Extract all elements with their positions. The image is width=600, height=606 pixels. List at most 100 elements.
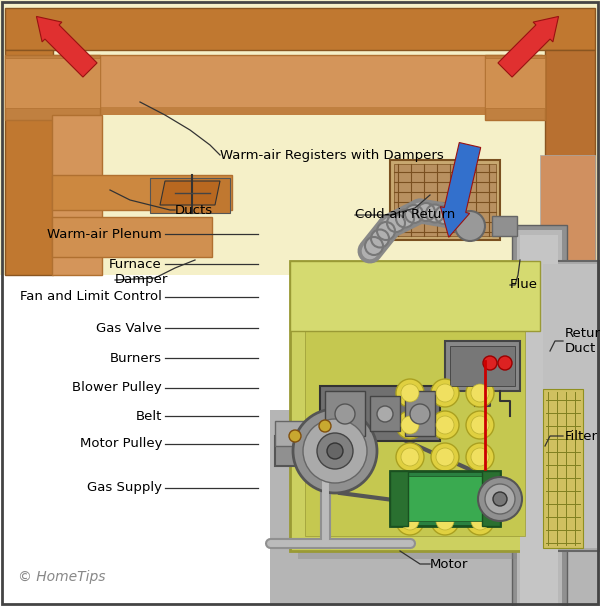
Bar [543,264,597,548]
Bar [52,175,232,210]
Circle shape [431,507,459,535]
Circle shape [471,416,489,434]
Bar [0,275,290,606]
Bar [394,164,496,236]
Circle shape [377,406,393,422]
Bar [320,386,440,441]
Circle shape [431,379,459,407]
Text: Gas Valve: Gas Valve [97,322,162,335]
Circle shape [335,404,355,424]
Circle shape [401,416,419,434]
Circle shape [401,448,419,466]
Text: Cold-air Return: Cold-air Return [355,208,455,222]
Bar [5,58,100,108]
Circle shape [401,512,419,530]
Circle shape [431,475,459,503]
Circle shape [483,356,497,370]
Bar [545,50,595,275]
Circle shape [471,512,489,530]
Circle shape [401,480,419,498]
Bar [390,160,500,240]
Circle shape [471,384,489,402]
Circle shape [466,379,494,407]
Bar [298,269,548,559]
Bar [485,58,545,108]
Circle shape [466,411,494,439]
Bar [520,235,558,606]
Bar [450,346,515,386]
Bar [290,261,540,551]
Text: Ducts: Ducts [175,204,213,216]
Circle shape [396,475,424,503]
Bar [52,217,212,257]
Text: Return
Duct: Return Duct [565,327,600,355]
Text: Damper: Damper [115,273,169,287]
Circle shape [303,419,367,483]
Circle shape [289,430,301,442]
Circle shape [455,211,485,241]
Circle shape [401,384,419,402]
Bar [0,275,600,430]
Circle shape [431,411,459,439]
Circle shape [436,416,454,434]
Bar [390,471,500,526]
Circle shape [431,443,459,471]
Bar [275,421,305,446]
Bar [275,436,305,466]
Circle shape [396,507,424,535]
Bar [512,225,567,606]
Bar [543,389,583,548]
Circle shape [293,409,377,493]
Bar [540,155,595,275]
Circle shape [396,443,424,471]
Text: Motor Pulley: Motor Pulley [79,438,162,450]
Circle shape [478,477,522,521]
Bar [445,341,520,391]
Bar [390,471,408,526]
Circle shape [317,433,353,469]
Text: Burners: Burners [110,351,162,364]
Bar [270,410,600,606]
Bar [540,261,600,551]
Circle shape [466,507,494,535]
Bar [305,276,525,536]
FancyArrow shape [498,16,559,77]
FancyArrow shape [37,16,97,77]
Polygon shape [150,178,230,213]
Text: Belt: Belt [136,410,162,422]
Circle shape [396,379,424,407]
Text: Warm-air Plenum: Warm-air Plenum [47,227,162,241]
Bar [52,107,542,115]
Bar [370,396,400,431]
Bar [405,391,435,436]
Text: Motor: Motor [430,558,469,570]
Bar [52,115,102,275]
Bar [325,391,365,436]
Circle shape [396,411,424,439]
Bar [517,230,562,606]
Circle shape [493,492,507,506]
Bar [52,55,542,110]
Circle shape [436,384,454,402]
Circle shape [466,443,494,471]
Circle shape [471,480,489,498]
Bar [5,8,595,50]
Circle shape [436,480,454,498]
Text: Flue: Flue [510,279,538,291]
Circle shape [410,404,430,424]
Text: Gas Supply: Gas Supply [87,482,162,494]
Bar [5,50,53,275]
Circle shape [436,512,454,530]
Text: Furnace: Furnace [109,258,162,270]
Circle shape [471,448,489,466]
Bar [492,216,517,236]
Text: © HomeTips: © HomeTips [18,570,106,584]
Circle shape [466,475,494,503]
FancyArrow shape [440,142,481,238]
Circle shape [327,443,343,459]
Text: Filter: Filter [565,430,598,442]
Circle shape [498,356,512,370]
Bar [0,0,600,275]
Circle shape [485,484,515,514]
Circle shape [436,448,454,466]
